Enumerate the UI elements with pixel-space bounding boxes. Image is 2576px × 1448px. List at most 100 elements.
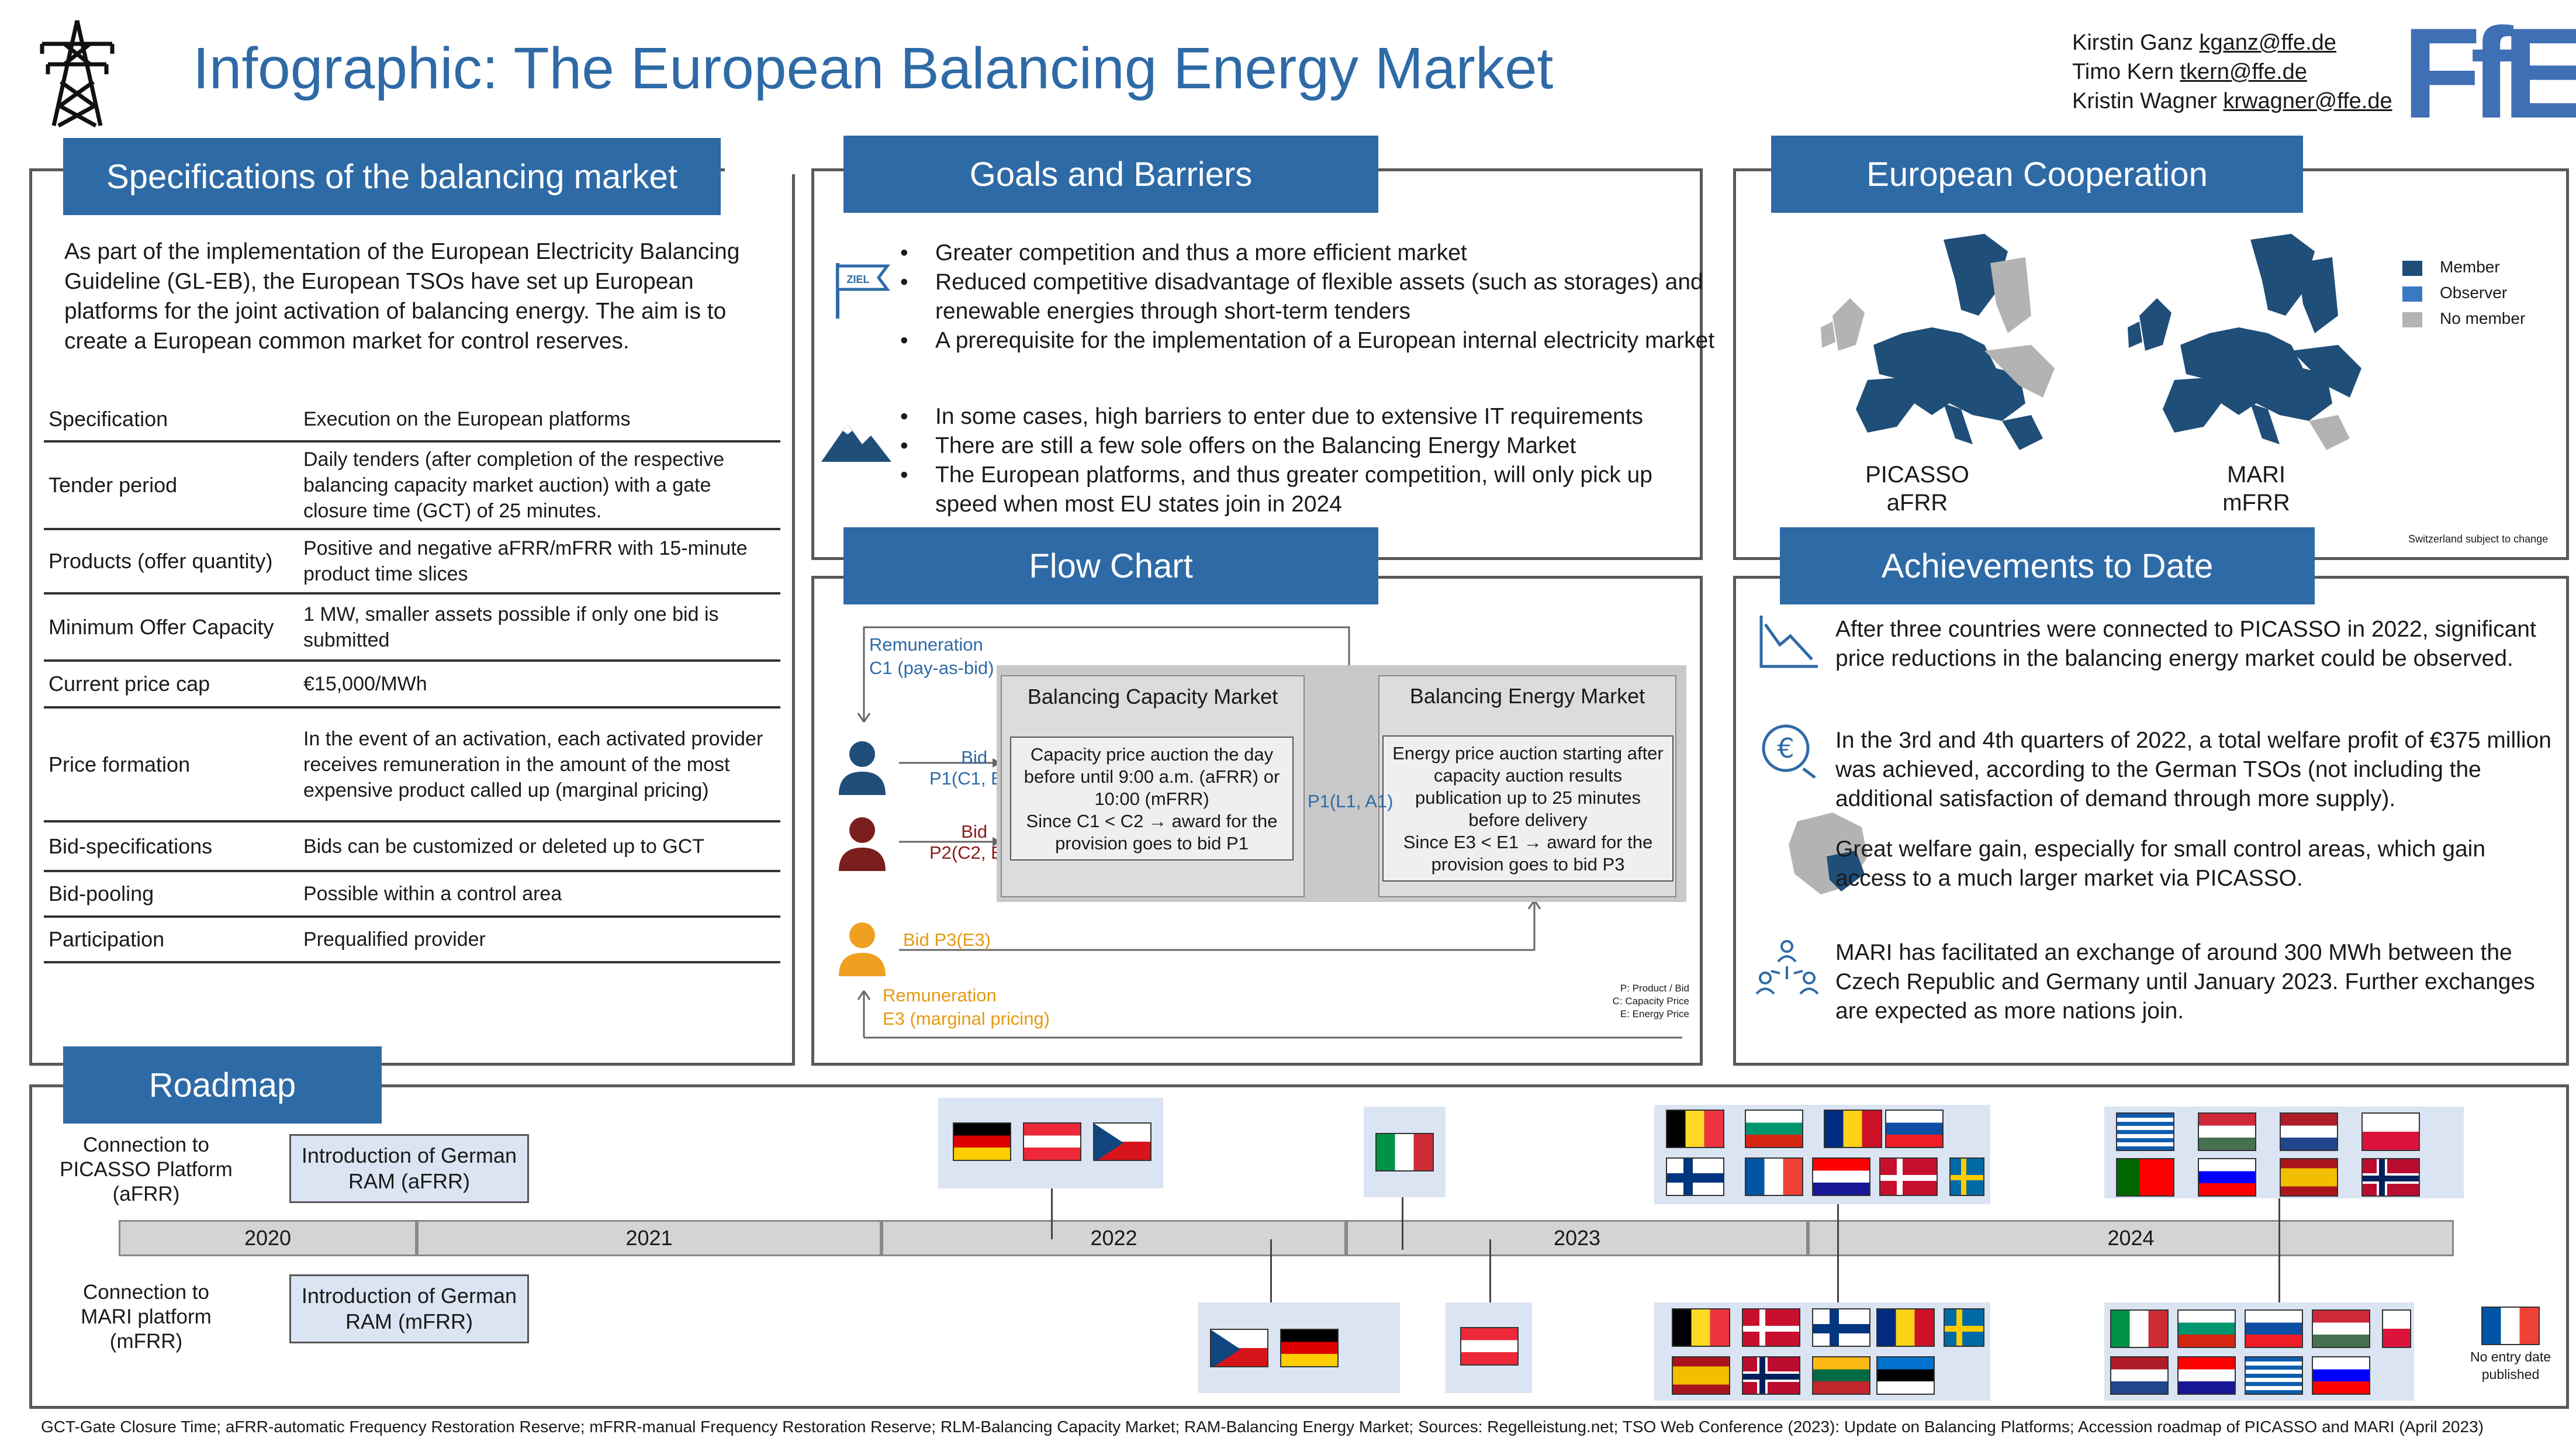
table-row: Current price cap €15,000/MWh (44, 661, 780, 709)
flow-heading: Flow Chart (843, 527, 1378, 604)
denmark-flag-icon (1742, 1308, 1800, 1347)
author-row: Kirstin Ganz kganz@ffe.de (2072, 30, 2336, 55)
flow-legend: P: Product / Bid C: Capacity Price E: Ener… (1612, 983, 1689, 1020)
achievement-item: Great welfare gain, especially for small… (1835, 837, 2486, 891)
timeline-year: 2023 (1346, 1220, 1808, 1256)
spec-intro: As part of the implementation of the Eur… (64, 239, 740, 354)
author-email[interactable]: kganz@ffe.de (2199, 30, 2336, 55)
author-row: Kristin Wagner krwagner@ffe.de (2072, 89, 2392, 113)
achievement-item: In the 3rd and 4th quarters of 2022, a t… (1835, 728, 2551, 811)
ram-afrr-box: Introduction of German RAM (aFRR) (289, 1134, 529, 1203)
goals-heading: Goals and Barriers (843, 136, 1378, 213)
timeline-connector (2278, 1198, 2280, 1304)
capacity-auction-card: Capacity price auction the day before un… (1010, 737, 1294, 860)
flag-group-2022 (938, 1098, 1163, 1188)
sweden-flag-icon (1949, 1157, 1984, 1196)
achievements-panel (1733, 576, 2569, 1066)
italy-flag-icon (2110, 1309, 2169, 1348)
austria-flag-icon (1023, 1122, 1081, 1161)
flag-group-2023-late (1654, 1105, 1990, 1204)
slovakia-flag-icon (1885, 1110, 1944, 1148)
user-icon (839, 922, 886, 976)
croatia-flag-icon (1812, 1157, 1870, 1196)
author-email[interactable]: krwagner@ffe.de (2223, 89, 2392, 113)
coop-heading: European Cooperation (1771, 136, 2303, 213)
timeline-connector (1489, 1239, 1491, 1304)
belgium-flag-icon (1672, 1308, 1730, 1347)
svg-text:ZIEL: ZIEL (847, 274, 870, 285)
map-legend: Member Observer No member (2402, 254, 2525, 331)
germany-flag-icon (1280, 1329, 1339, 1367)
power-pylon-icon (40, 20, 115, 128)
netherlands-flag-icon (2110, 1356, 2169, 1395)
list-item: A prerequisite for the implementation of… (900, 326, 1719, 355)
bulgaria-flag-icon (1745, 1110, 1803, 1148)
czech-flag-icon (1093, 1122, 1152, 1161)
france-flag-icon (2481, 1307, 2540, 1345)
table-row: Tender period Daily tenders (after comple… (44, 441, 780, 530)
lithuania-flag-icon (1812, 1356, 1870, 1395)
mari-map (2128, 234, 2361, 450)
remuneration-bottom: Remuneration E3 (marginal pricing) (883, 985, 1050, 1029)
timeline-connector (1837, 1175, 1839, 1304)
table-row: Bid-specifications Bids can be customized… (44, 821, 780, 872)
spec-table: Specification Execution on the European p… (44, 398, 780, 963)
mari-flag-group-2023-early (1446, 1302, 1532, 1393)
italy-flag-icon (1375, 1133, 1434, 1171)
timeline-connector (1051, 1187, 1053, 1239)
barriers-list: In some cases, high barriers to enter du… (900, 402, 1719, 519)
spain-flag-icon (2280, 1158, 2338, 1197)
timeline-year: 2022 (881, 1220, 1346, 1256)
spain-flag-icon (1672, 1356, 1730, 1395)
bid3-label: Bid P3(E3) (903, 929, 991, 950)
picasso-map (1821, 234, 2055, 450)
timeline-connector (1270, 1239, 1272, 1304)
slovenia-flag-icon (2198, 1158, 2256, 1197)
legend-item: No member (2402, 306, 2525, 331)
netherlands-flag-icon (2280, 1112, 2338, 1151)
list-item: Greater competition and thus a more effi… (900, 239, 1719, 268)
roadmap-heading: Roadmap (63, 1046, 382, 1124)
hungary-flag-icon (2312, 1309, 2370, 1348)
flow-connectors (857, 626, 1682, 1039)
slovenia-flag-icon (2312, 1356, 2370, 1395)
table-row: Price formation In the event of an activa… (44, 707, 780, 823)
slovakia-flag-icon (2245, 1309, 2303, 1348)
no-entry-note: No entry date published (2470, 1349, 2551, 1382)
ffe-logo: FfE (2402, 1, 2576, 145)
timeline-year: 2020 (119, 1220, 417, 1256)
finland-flag-icon (1666, 1157, 1724, 1196)
mari-flag-group-2024 (2104, 1302, 2414, 1401)
author-row: Timo Kern tkern@ffe.de (2072, 60, 2307, 84)
achievement-item: MARI has facilitated an exchange of arou… (1835, 940, 2535, 1024)
romania-flag-icon (1824, 1110, 1882, 1148)
footer-sources: GCT-Gate Closure Time; aFRR-automatic Fr… (41, 1418, 2484, 1436)
mari-flag-group-2022 (1198, 1302, 1400, 1393)
map-note: Switzerland subject to change (2408, 533, 2549, 545)
portugal-flag-icon (2116, 1158, 2174, 1197)
user-icon (839, 741, 886, 795)
euro-icon: € (1762, 724, 1816, 779)
mari-caption: MARI mFRR (2222, 462, 2290, 516)
estonia-flag-icon (1876, 1356, 1935, 1395)
list-item: The European platforms, and thus greater… (900, 461, 1719, 519)
belgium-flag-icon (1666, 1110, 1724, 1148)
hungary-flag-icon (2198, 1112, 2256, 1151)
poland-flag-icon (2382, 1309, 2411, 1348)
achievements-heading: Achievements to Date (1780, 527, 2315, 604)
user-icon (839, 817, 886, 871)
greece-flag-icon (2245, 1356, 2303, 1395)
sweden-flag-icon (1944, 1308, 1984, 1347)
europe-region-icon (1789, 813, 1868, 894)
goal-flag-icon: ZIEL (836, 263, 890, 319)
spec-heading: Specifications of the balancing market (63, 138, 721, 215)
timeline-year: 2024 (1808, 1220, 2454, 1256)
norway-flag-icon (1742, 1356, 1800, 1395)
ram-mfrr-box: Introduction of German RAM (mFRR) (289, 1274, 529, 1343)
finland-flag-icon (1812, 1308, 1870, 1347)
svg-text:€: € (1777, 732, 1794, 764)
remuneration-top: Remuneration C1 (pay-as-bid) (869, 634, 994, 678)
author-email[interactable]: tkern@ffe.de (2180, 60, 2307, 84)
legend-item: Observer (2402, 280, 2525, 306)
bulgaria-flag-icon (2177, 1309, 2236, 1348)
